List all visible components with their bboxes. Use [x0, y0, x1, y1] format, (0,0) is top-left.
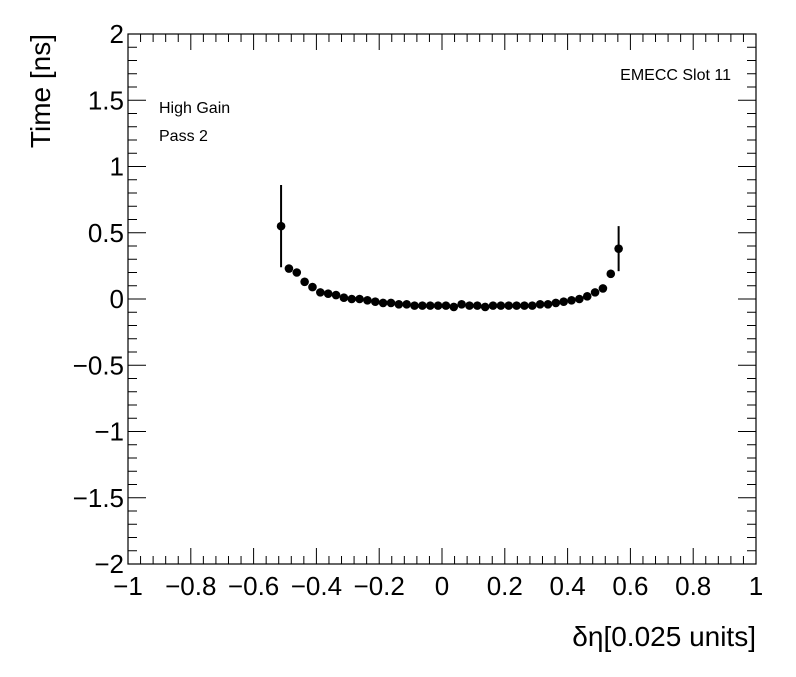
points-layer: [276, 185, 623, 312]
y-tick-label: 1: [110, 152, 124, 182]
data-point: [520, 301, 529, 310]
x-tick-label: −1: [113, 571, 143, 601]
data-point: [590, 288, 600, 297]
data-point: [465, 301, 474, 310]
data-point: [535, 300, 545, 309]
data-point: [488, 301, 498, 310]
data-point: [418, 301, 427, 310]
data-point: [582, 292, 592, 301]
x-tick-label: 0.4: [550, 571, 586, 601]
data-point: [614, 244, 623, 253]
data-point: [433, 301, 443, 310]
y-tick-label: −1.5: [73, 483, 124, 513]
data-point: [559, 297, 568, 306]
data-point: [386, 298, 396, 308]
data-point: [496, 301, 506, 310]
y-tick-label: 2: [110, 19, 124, 49]
data-point: [331, 290, 341, 300]
x-axis-title: δη[0.025 units]: [572, 621, 756, 652]
annotation-slot: EMECC Slot 11: [620, 67, 731, 84]
x-tick-label: 1: [749, 571, 763, 601]
data-point: [598, 284, 608, 293]
data-point: [504, 301, 514, 310]
x-tick-label: 0.6: [612, 571, 648, 601]
data-point: [347, 294, 357, 304]
data-point: [527, 301, 537, 310]
data-point: [473, 301, 482, 310]
y-tick-label: −0.5: [73, 350, 124, 380]
y-tick-label: 0.5: [88, 218, 124, 248]
data-point: [308, 282, 317, 292]
y-tick-label: −2: [94, 549, 124, 579]
x-tick-label: −0.8: [165, 571, 216, 601]
data-point: [543, 300, 553, 309]
data-point: [402, 300, 411, 309]
data-point: [323, 289, 333, 299]
data-point: [276, 221, 286, 231]
x-tick-label: 0.2: [487, 571, 523, 601]
x-tick-label: 0.8: [675, 571, 711, 601]
data-point: [606, 269, 616, 279]
annotation-pass: Pass 2: [159, 128, 208, 145]
data-point: [378, 298, 388, 308]
data-point: [300, 277, 309, 287]
data-point: [355, 294, 364, 304]
y-axis-title: Time [ns]: [25, 34, 56, 148]
data-point: [457, 300, 466, 309]
data-point: [449, 302, 459, 312]
y-tick-label: −1: [94, 417, 124, 447]
tick-labels-layer: −1 −0.8 −0.6 −0.4 −0.2 0 0.2 0.4 0.6 0.8 1 −2 −1.5 −1…: [73, 19, 764, 601]
y-tick-label: 0: [110, 284, 124, 314]
data-point: [575, 294, 584, 304]
plot-frame: [127, 33, 757, 565]
data-point: [567, 296, 576, 305]
data-point: [292, 268, 302, 277]
data-point: [284, 264, 294, 273]
data-point: [480, 302, 490, 312]
data-point: [316, 288, 325, 297]
x-tick-label: −0.2: [354, 571, 405, 601]
data-point: [410, 301, 419, 310]
data-point: [363, 296, 372, 305]
y-tick-label: 1.5: [88, 85, 124, 115]
data-point: [394, 300, 404, 309]
data-point: [339, 293, 349, 302]
data-point: [441, 301, 451, 310]
x-tick-label: 0: [435, 571, 449, 601]
data-point: [551, 298, 561, 308]
annotation-gain: High Gain: [159, 100, 230, 117]
data-point: [512, 301, 521, 310]
data-point: [370, 297, 380, 306]
x-tick-label: −0.4: [291, 571, 342, 601]
data-point: [425, 301, 435, 310]
x-tick-label: −0.6: [228, 571, 279, 601]
